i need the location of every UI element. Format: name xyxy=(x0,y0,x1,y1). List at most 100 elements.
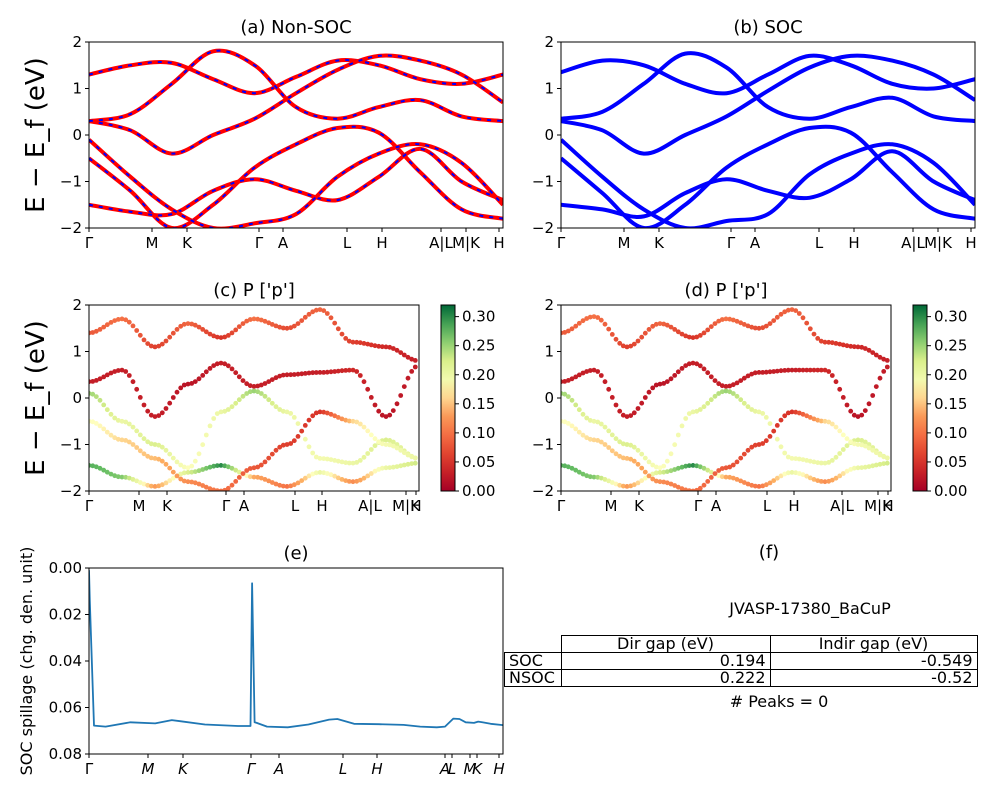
band-point xyxy=(657,479,663,485)
band-point xyxy=(690,463,696,468)
band-point xyxy=(657,470,663,475)
band-point xyxy=(866,464,872,469)
band-point xyxy=(163,480,169,486)
band-point xyxy=(818,338,824,344)
band-point xyxy=(807,326,813,332)
band-point xyxy=(192,322,198,328)
band-point xyxy=(844,402,850,408)
colorbar-tick-label: 0.30 xyxy=(934,308,967,326)
band-point xyxy=(584,473,590,479)
band-point xyxy=(712,471,718,476)
band-point xyxy=(398,463,404,469)
band-point xyxy=(269,480,275,485)
band-point xyxy=(295,434,301,439)
band-point xyxy=(354,460,360,465)
band-point xyxy=(240,471,246,476)
band-point xyxy=(137,448,143,454)
band-point xyxy=(851,441,857,447)
band-point xyxy=(126,319,132,325)
band-point xyxy=(258,391,264,396)
band-point xyxy=(405,461,411,467)
band-point xyxy=(405,375,411,381)
band-point xyxy=(299,428,305,434)
y-tick-label: −2 xyxy=(532,219,554,237)
band-point xyxy=(104,469,110,475)
band-point xyxy=(196,451,202,457)
band-point xyxy=(126,421,132,427)
x-tick-label: Γ xyxy=(694,497,703,515)
band-point xyxy=(793,470,799,476)
x-tick-label: K xyxy=(182,234,193,252)
band-point xyxy=(675,432,681,438)
band-point xyxy=(119,418,125,424)
band-point xyxy=(372,343,378,349)
band-point xyxy=(587,368,593,373)
band-point xyxy=(756,409,762,415)
x-tick-label: A xyxy=(278,234,289,252)
band-point xyxy=(840,471,846,476)
band-point xyxy=(258,382,264,388)
band-point xyxy=(730,462,736,468)
band-point xyxy=(859,344,865,350)
band-point xyxy=(251,474,257,480)
band-point xyxy=(807,475,813,481)
band-point xyxy=(562,330,568,335)
band-point xyxy=(280,483,286,489)
band-point xyxy=(134,428,140,434)
band-point xyxy=(394,401,400,407)
band-point xyxy=(756,370,762,375)
band-point xyxy=(233,400,239,406)
band-point xyxy=(262,477,268,482)
x-tick-label: L xyxy=(343,234,352,252)
band-point xyxy=(222,463,228,469)
band-point xyxy=(115,474,121,480)
band-point xyxy=(376,439,382,445)
band-point xyxy=(595,369,601,374)
band-point xyxy=(672,442,678,448)
x-tick-label: H xyxy=(410,497,421,515)
band-point xyxy=(255,389,261,395)
band-point xyxy=(595,315,601,320)
gap-table: Dir gap (eV) Indir gap (eV) SOC 0.194 -0… xyxy=(504,635,978,687)
band-point xyxy=(796,471,802,476)
band-point xyxy=(565,378,571,383)
band-point xyxy=(609,480,615,485)
band-point xyxy=(376,343,382,349)
band-point xyxy=(620,343,626,349)
band-point xyxy=(324,471,330,476)
band-point xyxy=(811,367,817,373)
band-point xyxy=(584,369,590,374)
band-point xyxy=(661,381,667,386)
band-point xyxy=(365,341,371,347)
band-point xyxy=(668,468,674,474)
x-tick-label: K xyxy=(634,497,645,515)
band-point xyxy=(745,481,751,487)
band-point xyxy=(255,464,261,470)
band-point xyxy=(236,374,242,380)
plot-area xyxy=(561,307,890,491)
band-point xyxy=(145,453,151,459)
band-point xyxy=(631,341,637,347)
y-tick-label: 0 xyxy=(544,389,554,407)
panel-title: (b) SOC xyxy=(733,17,802,38)
band-point xyxy=(697,333,703,338)
band-point xyxy=(313,307,319,313)
table-row-label: SOC xyxy=(504,652,562,670)
band-point xyxy=(866,347,872,353)
band-point xyxy=(145,408,151,414)
band-point xyxy=(837,386,843,392)
band-point xyxy=(170,475,176,481)
band-point xyxy=(639,465,645,471)
band-point xyxy=(295,421,301,426)
band-point xyxy=(620,455,626,461)
band-point xyxy=(108,411,114,417)
band-point xyxy=(785,367,791,373)
band-point xyxy=(712,321,718,326)
band-point xyxy=(357,477,363,483)
band-point xyxy=(800,315,806,321)
band-point xyxy=(361,341,367,346)
band-line xyxy=(561,51,975,124)
x-tick-label: M|K xyxy=(864,497,893,515)
band-point xyxy=(222,334,228,340)
